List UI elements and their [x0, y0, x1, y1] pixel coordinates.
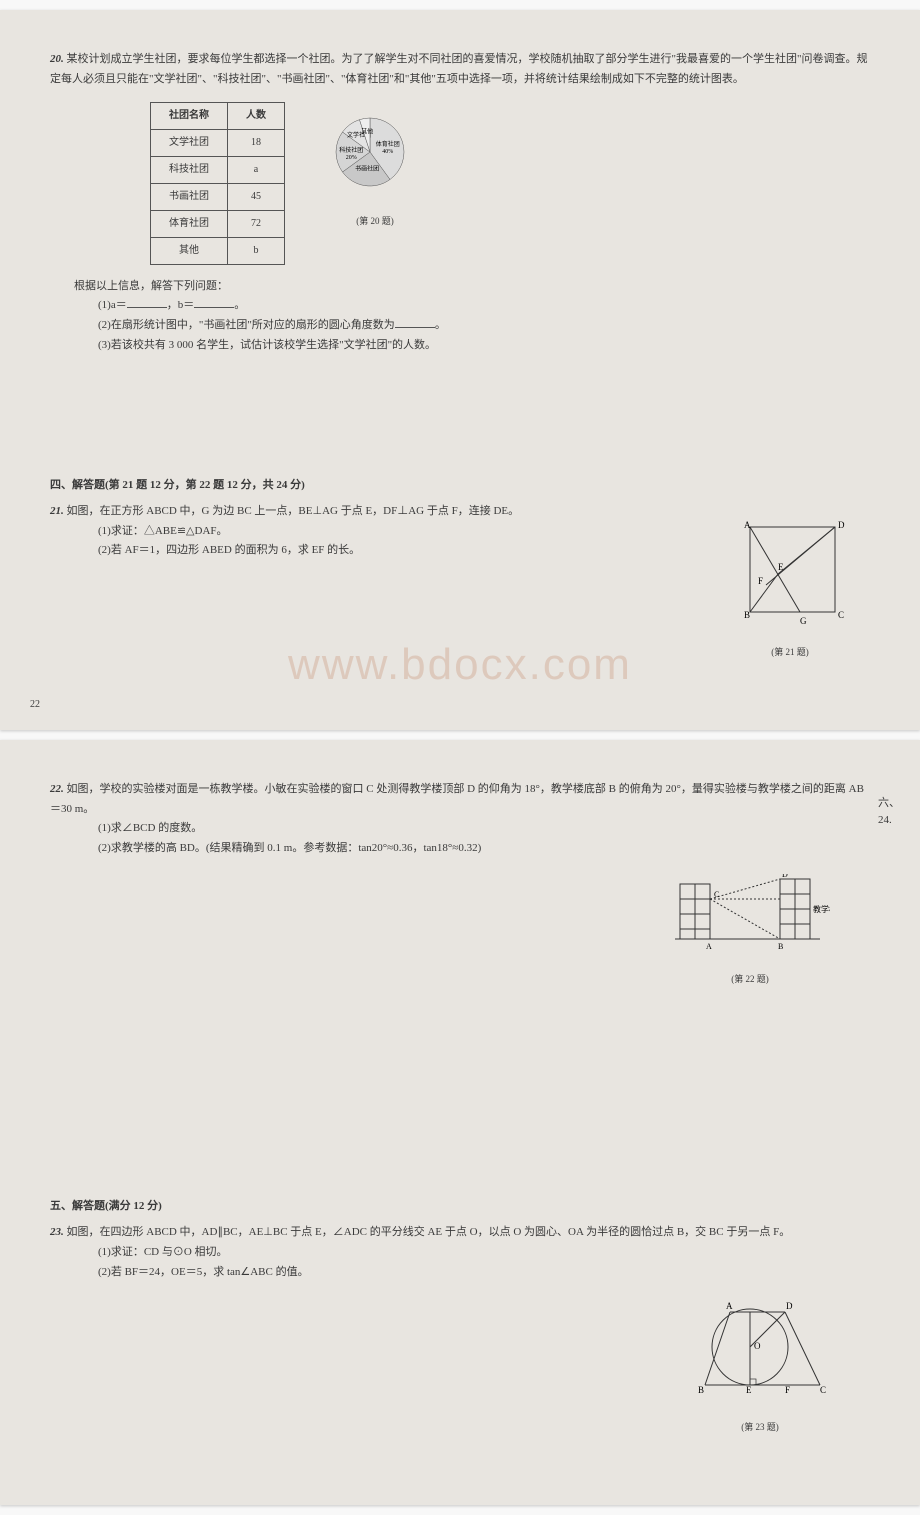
svg-text:O: O — [754, 1341, 761, 1351]
section-5-title: 五、解答题(满分 12 分) — [50, 1197, 870, 1213]
svg-text:D: D — [838, 520, 845, 530]
svg-text:C: C — [820, 1385, 826, 1395]
problem-text: 如图，学校的实验楼对面是一栋教学楼。小敏在实验楼的窗口 C 处测得教学楼顶部 D… — [50, 783, 864, 815]
svg-text:教学楼: 教学楼 — [813, 904, 830, 914]
problem-23: 23. 如图，在四边形 ABCD 中，AD∥BC，AE⊥BC 于点 E，∠ADC… — [50, 1223, 870, 1445]
problem-22: 22. 如图，学校的实验楼对面是一栋教学楼。小敏在实验楼的窗口 C 处测得教学楼… — [50, 780, 870, 997]
svg-text:E: E — [778, 562, 784, 572]
side-six: 六、 — [878, 795, 900, 813]
svg-text:A: A — [706, 942, 712, 951]
cell: b — [228, 237, 285, 264]
svg-text:E: E — [746, 1385, 752, 1395]
q23-2: (2)若 BF＝24，OE＝5，求 tan∠ABC 的值。 — [98, 1263, 870, 1283]
pie-caption: (第 20 题) — [315, 213, 435, 229]
problem-number: 20. — [50, 53, 64, 65]
svg-text:科技社团: 科技社团 — [339, 146, 363, 154]
svg-text:40%: 40% — [382, 149, 393, 155]
figure-23: A D B C E F O (第 23 题) — [690, 1297, 830, 1435]
side-labels: 六、 24. — [878, 795, 900, 830]
svg-text:F: F — [785, 1385, 790, 1395]
problem-text: 如图，在四边形 ABCD 中，AD∥BC，AE⊥BC 于点 E，∠ADC 的平分… — [67, 1226, 791, 1238]
svg-text:B: B — [698, 1385, 704, 1395]
q20-3: (3)若该校共有 3 000 名学生，试估计该校学生选择"文学社团"的人数。 — [98, 336, 870, 356]
problem-number: 22. — [50, 783, 64, 795]
side-24: 24. — [878, 812, 900, 830]
svg-text:D: D — [782, 874, 788, 879]
svg-text:D: D — [786, 1301, 793, 1311]
svg-text:F: F — [758, 576, 763, 586]
blank-angle — [395, 316, 435, 328]
svg-text:体育社团: 体育社团 — [376, 140, 400, 148]
svg-text:B: B — [744, 610, 750, 620]
page-2: 六、 24. 22. 如图，学校的实验楼对面是一栋教学楼。小敏在实验楼的窗口 C… — [0, 740, 920, 1506]
figure-23-svg: A D B C E F O — [690, 1297, 830, 1407]
problem-text: 某校计划成立学生社团，要求每位学生都选择一个社团。为了了解学生对不同社团的喜爱情… — [50, 53, 867, 85]
figure-22-svg: C D A B 教学楼 — [670, 874, 830, 959]
fig-22-caption: (第 22 题) — [670, 971, 830, 987]
page-number: 22 — [30, 699, 40, 710]
pie-chart-wrap: 体育社团40%书画社团科技社团20%文学社团其他 (第 20 题) — [315, 102, 435, 230]
cell: 文学社团 — [151, 129, 228, 156]
figure-21: A D B C G E F (第 21 题) — [730, 512, 850, 660]
cell: 科技社团 — [151, 156, 228, 183]
spacer — [50, 376, 870, 456]
q22-1: (1)求∠BCD 的度数。 — [98, 819, 870, 839]
fig-23-caption: (第 23 题) — [690, 1419, 830, 1435]
cell: 其他 — [151, 237, 228, 264]
q23-1: (1)求证：CD 与⊙O 相切。 — [98, 1243, 870, 1263]
th-name: 社团名称 — [151, 102, 228, 129]
svg-text:G: G — [800, 616, 807, 626]
cell: 72 — [228, 210, 285, 237]
sub-intro: 根据以上信息，解答下列问题： — [74, 277, 870, 297]
figure-21-svg: A D B C G E F — [730, 512, 850, 632]
table-and-chart: 社团名称 人数 文学社团18 科技社团a 书画社团45 体育社团72 其他b 体… — [150, 102, 870, 265]
problem-21: A D B C G E F (第 21 题) 21. 如图，在正方形 ABCD … — [50, 502, 870, 670]
svg-text:C: C — [838, 610, 844, 620]
q20-2: (2)在扇形统计图中，"书画社团"所对应的扇形的圆心角度数为。 — [98, 316, 870, 336]
fig-21-caption: (第 21 题) — [730, 644, 850, 660]
svg-text:A: A — [744, 520, 751, 530]
problem-20: 20. 某校计划成立学生社团，要求每位学生都选择一个社团。为了了解学生对不同社团… — [50, 50, 870, 356]
th-count: 人数 — [228, 102, 285, 129]
q22-2: (2)求教学楼的高 BD。(结果精确到 0.1 m。参考数据：tan20°≈0.… — [98, 839, 870, 859]
svg-text:其他: 其他 — [361, 127, 373, 135]
q20-1: (1)a＝，b＝。 — [98, 296, 870, 316]
cell: a — [228, 156, 285, 183]
cell: 书画社团 — [151, 183, 228, 210]
section-4-title: 四、解答题(第 21 题 12 分，第 22 题 12 分，共 24 分) — [50, 476, 870, 492]
svg-text:B: B — [778, 942, 783, 951]
problem-text: 如图，在正方形 ABCD 中，G 为边 BC 上一点，BE⊥AG 于点 E，DF… — [67, 505, 520, 517]
problem-number: 23. — [50, 1226, 64, 1238]
cell: 45 — [228, 183, 285, 210]
figure-22: C D A B 教学楼 (第 22 题) — [670, 874, 830, 987]
cell: 18 — [228, 129, 285, 156]
svg-text:C: C — [714, 890, 719, 899]
problem-number: 21. — [50, 505, 64, 517]
cell: 体育社团 — [151, 210, 228, 237]
svg-text:20%: 20% — [346, 155, 357, 161]
blank-b — [194, 296, 234, 308]
svg-text:A: A — [726, 1301, 733, 1311]
club-table: 社团名称 人数 文学社团18 科技社团a 书画社团45 体育社团72 其他b — [150, 102, 285, 265]
page-1: 20. 某校计划成立学生社团，要求每位学生都选择一个社团。为了了解学生对不同社团… — [0, 10, 920, 730]
pie-chart: 体育社团40%书画社团科技社团20%文学社团其他 — [315, 102, 435, 202]
svg-text:书画社团: 书画社团 — [355, 164, 379, 172]
spacer — [50, 1017, 870, 1177]
blank-a — [127, 296, 167, 308]
